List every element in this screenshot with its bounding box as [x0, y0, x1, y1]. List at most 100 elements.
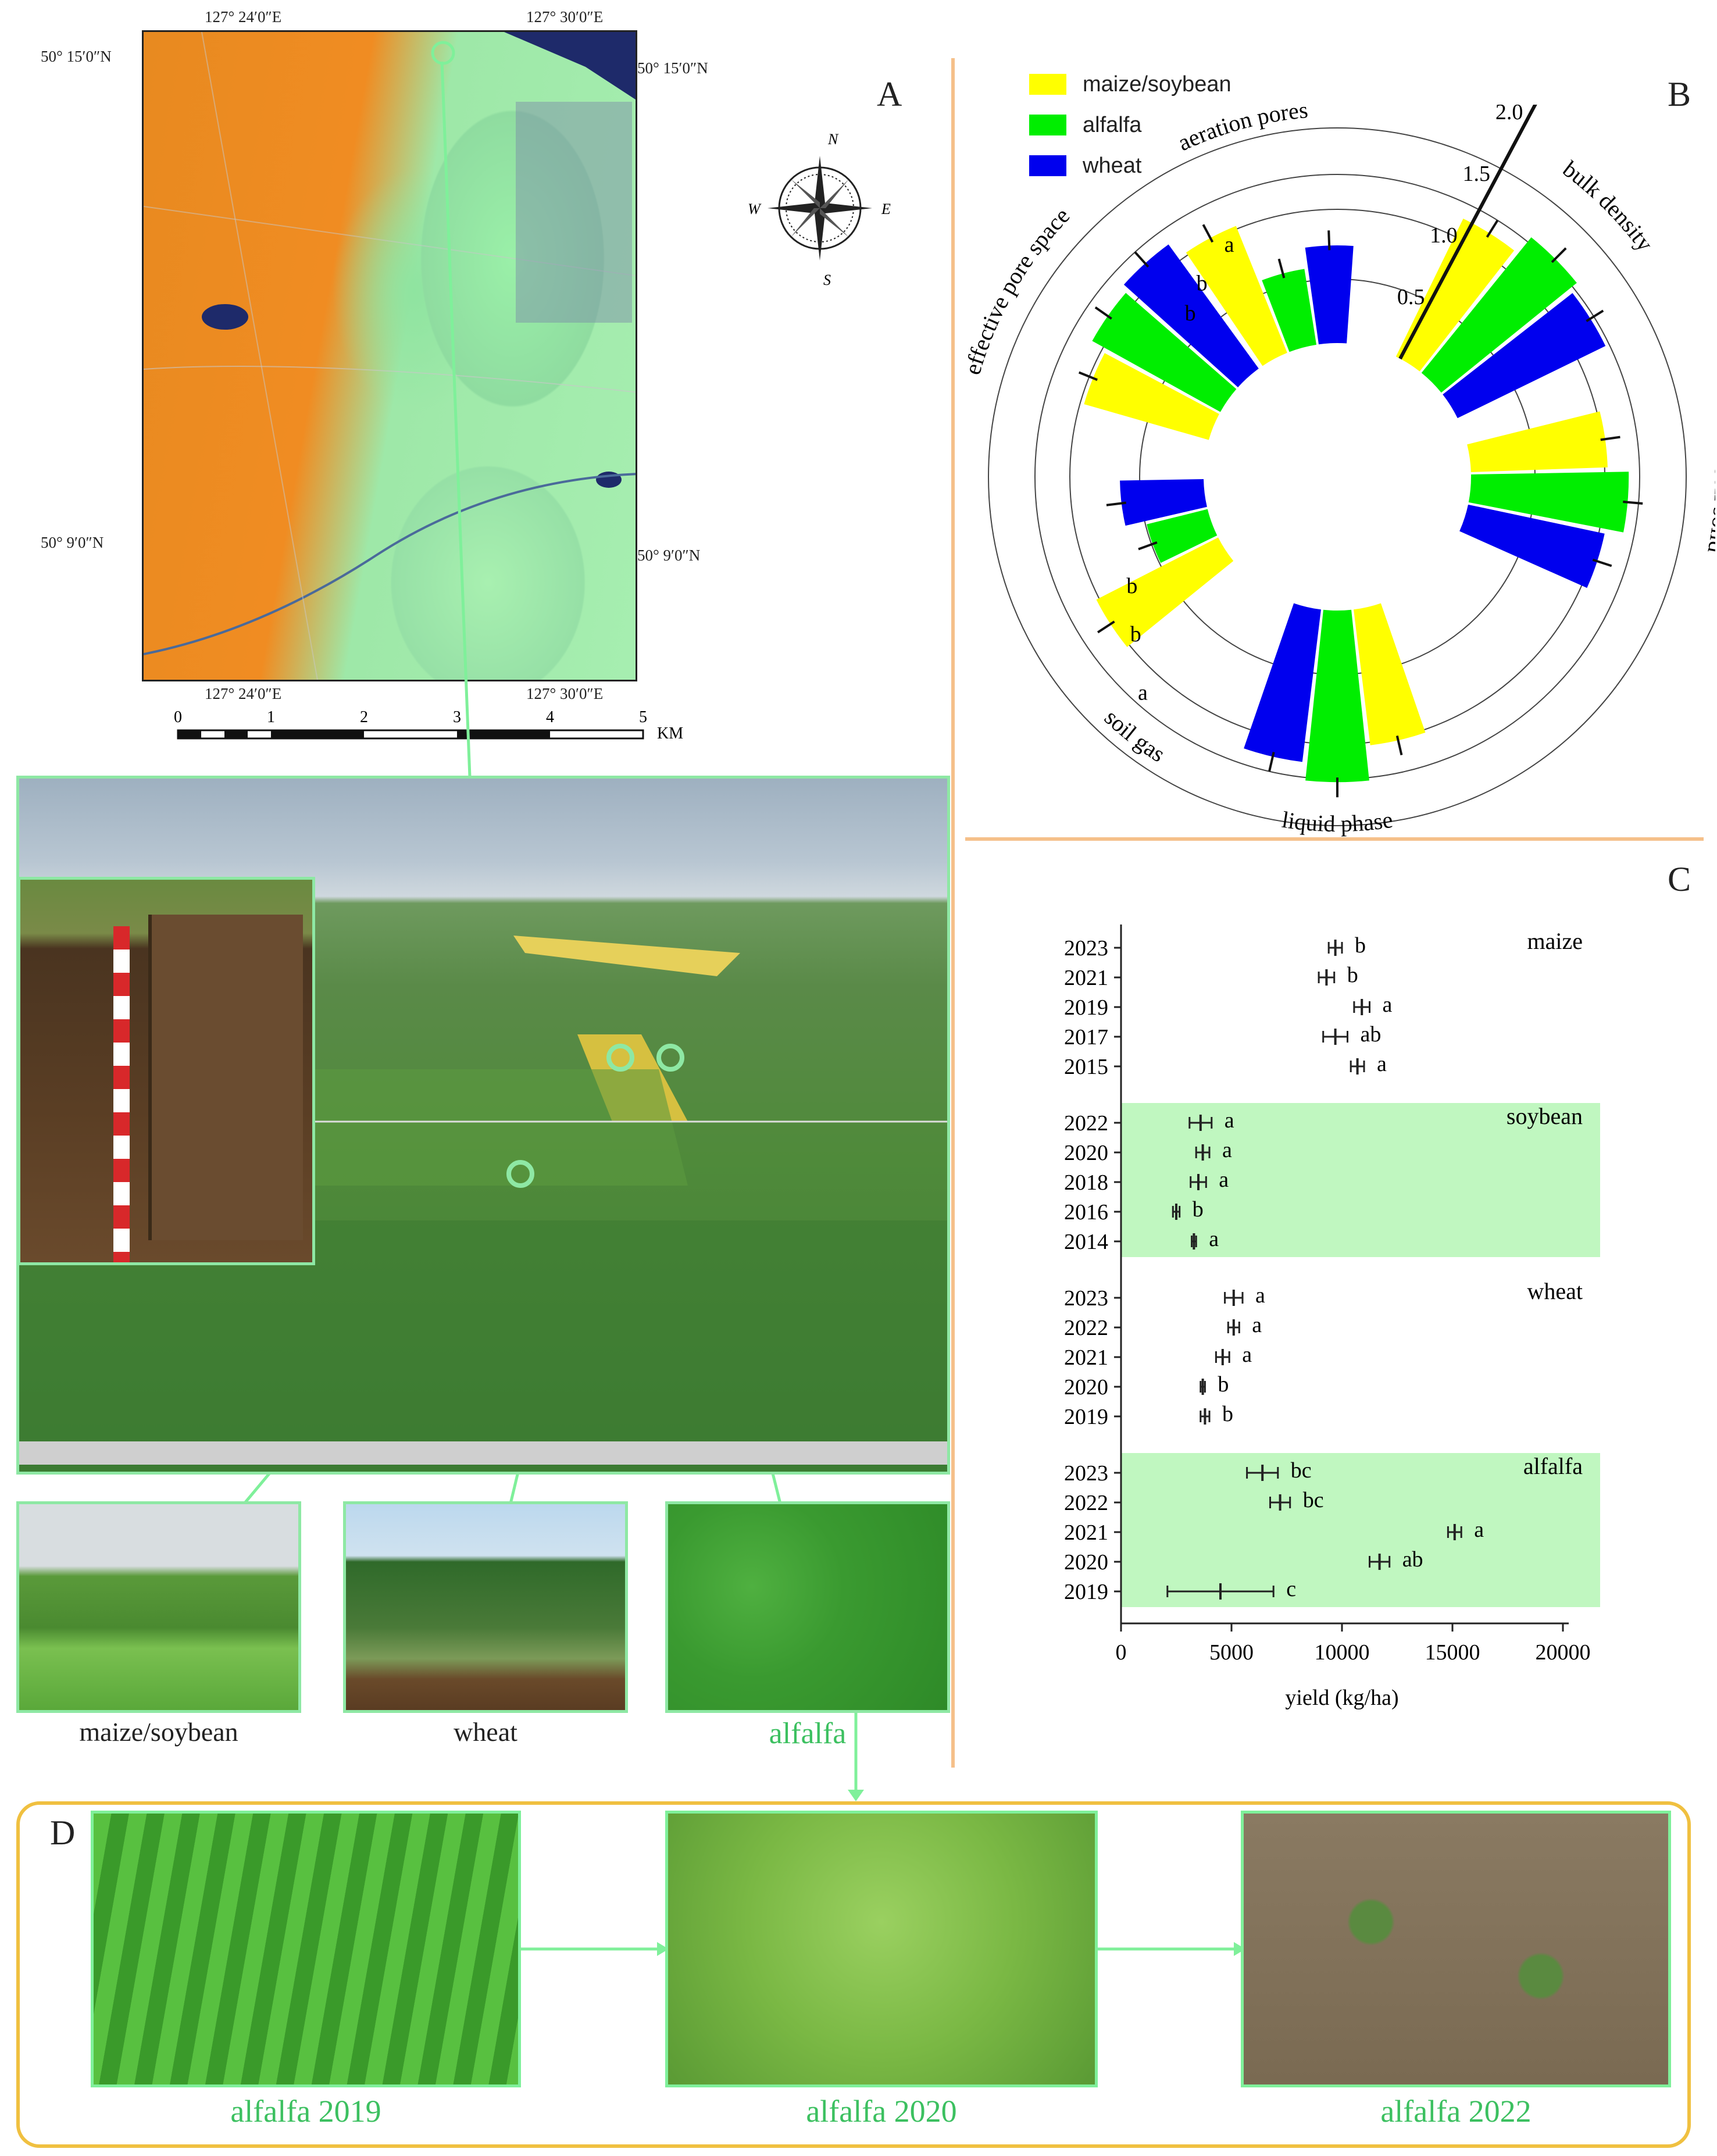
year-label-wheat-0: 2023 [1064, 1286, 1108, 1311]
radial-sig-soil-gas-2: b [1126, 574, 1137, 598]
year-label-soybean-2: 2018 [1064, 1170, 1108, 1195]
map-lat-right-mid: 50° 9′0″N [637, 547, 701, 564]
year-label-alfalfa-0: 2023 [1064, 1461, 1108, 1486]
radial-bar-0-2 [1443, 293, 1606, 419]
year-label-maize-2: 2019 [1064, 995, 1108, 1020]
panel-label-d: D [50, 1814, 76, 1852]
year-label-alfalfa-3: 2020 [1064, 1550, 1108, 1575]
radial-bar-5-0 [1186, 226, 1287, 366]
radial-error-0-1 [1551, 247, 1567, 263]
sig-letter-maize-1: b [1347, 963, 1358, 987]
radial-bar-5-1 [1262, 269, 1317, 352]
alfalfa-2019-caption: alfalfa 2019 [230, 2094, 381, 2129]
x-tick-label-3: 15000 [1425, 1640, 1480, 1665]
year-label-soybean-1: 2020 [1064, 1141, 1108, 1165]
radial-bar-1-2 [1459, 504, 1605, 588]
alfalfa-2020-photo [665, 1811, 1098, 2087]
legend-swatch-alfalfa [1029, 115, 1066, 135]
x-tick-label-0: 0 [1116, 1640, 1127, 1665]
map-lat-left-top: 50° 15′0″N [41, 48, 112, 65]
sig-letter-wheat-1: a [1252, 1313, 1262, 1337]
compass-s: S [823, 272, 831, 288]
compass-n: N [827, 133, 839, 148]
radial-error-2-2 [1268, 752, 1275, 772]
radial-error-4-1 [1094, 306, 1112, 320]
legend-label-alfalfa: alfalfa [1083, 112, 1142, 137]
radial-error-2-0 [1395, 736, 1403, 756]
yield-dot-plot: 0 5000 10000 15000 20000 yield (kg/ha) maize 20… [1064, 924, 1600, 1710]
scale-tick-0: 0 [174, 708, 182, 726]
radial-sig-soil-gas-0: a [1138, 681, 1148, 705]
sig-letter-maize-4: a [1377, 1052, 1387, 1076]
year-label-alfalfa-2: 2021 [1064, 1520, 1108, 1545]
radial-error-1-2 [1592, 558, 1612, 567]
radial-error-3-1 [1138, 541, 1158, 551]
radial-sig-aeration-pores-2: b [1197, 271, 1208, 295]
panel-d-frame [16, 1801, 1691, 2148]
year-label-maize-0: 2023 [1064, 936, 1108, 961]
legend-label-maize: maize/soybean [1083, 72, 1231, 97]
legend-swatch-wheat [1029, 155, 1066, 176]
sig-letter-wheat-3: b [1218, 1372, 1229, 1397]
scale-tick-2: 2 [360, 708, 368, 726]
radial-bar-4-0 [1084, 353, 1219, 440]
alfalfa-2020-caption: alfalfa 2020 [806, 2094, 957, 2129]
radial-bar-2-1 [1305, 609, 1369, 783]
radial-category-5: aeration pores [1174, 105, 1309, 156]
year-label-soybean-4: 2014 [1064, 1230, 1108, 1254]
legend-swatch-maize [1029, 74, 1066, 95]
sig-letter-soybean-4: a [1209, 1227, 1219, 1251]
legend-label-wheat: wheat [1083, 153, 1142, 178]
horizontal-divider [965, 837, 1704, 841]
group-band-alfalfa [1121, 1453, 1600, 1607]
radial-bar-2-2 [1244, 603, 1321, 762]
x-tick-label-2: 10000 [1315, 1640, 1370, 1665]
radial-category-3: soil gas [1100, 704, 1170, 767]
radial-bar-2-0 [1354, 603, 1426, 745]
sig-letter-soybean-2: a [1219, 1168, 1229, 1192]
sig-letter-wheat-0: a [1255, 1283, 1265, 1308]
alfalfa-2022-photo [1241, 1811, 1671, 2087]
satellite-map [142, 30, 637, 681]
compass-rose-icon: N S E W [748, 133, 891, 288]
x-tick-label-4: 20000 [1536, 1640, 1591, 1665]
group-name-wheat: wheat [1527, 1278, 1583, 1304]
year-label-wheat-2: 2021 [1064, 1345, 1108, 1370]
radial-bar-chart: 0.5 1.0 1.5 2.0 bulk density soil solid liquid… [965, 105, 1715, 837]
radial-error-4-0 [1078, 371, 1098, 381]
vertical-divider [951, 58, 955, 1768]
radial-bar-4-2 [1123, 244, 1259, 388]
radial-bar-1-0 [1467, 411, 1608, 472]
maize-soybean-photo [16, 1501, 301, 1713]
radial-bar-0-1 [1421, 237, 1577, 393]
scale-tick-1: 1 [267, 708, 275, 726]
alfalfa-caption: alfalfa [769, 1717, 847, 1750]
radial-error-1-1 [1623, 500, 1643, 505]
compass-w: W [748, 201, 762, 217]
sig-letter-alfalfa-3: ab [1402, 1547, 1423, 1572]
radial-tick-2: 1.5 [1462, 162, 1490, 186]
scale-bar: 0 1 2 3 4 5 KM [174, 708, 683, 743]
map-lat-left-mid: 50° 9′0″N [41, 534, 104, 551]
radial-bar-0-0 [1395, 218, 1515, 372]
radial-category-1: soil solid [1702, 467, 1715, 555]
radial-legend: maize/soybean alfalfa wheat [1029, 64, 1231, 186]
radial-bar-4-1 [1092, 292, 1237, 412]
soil-profile-photo [17, 877, 315, 1265]
radial-axis [1398, 105, 1537, 360]
year-label-wheat-3: 2020 [1064, 1375, 1108, 1400]
radial-sig-aeration-pores-0: a [1225, 233, 1234, 257]
radial-tick-0: 0.5 [1397, 285, 1425, 309]
map-lon-top-right: 127° 30′0″E [526, 8, 604, 26]
sig-letter-alfalfa-1: bc [1303, 1488, 1324, 1512]
maize-soybean-caption: maize/soybean [79, 1717, 238, 1747]
alfalfa-2019-photo [91, 1811, 521, 2087]
map-lon-bottom-right: 127° 30′0″E [526, 685, 604, 702]
sig-letter-alfalfa-2: a [1474, 1518, 1484, 1542]
radial-error-3-0 [1097, 620, 1115, 634]
radial-bar-3-0 [1096, 537, 1234, 647]
radial-error-0-2 [1586, 309, 1604, 322]
year-label-wheat-1: 2022 [1064, 1316, 1108, 1340]
compass-e: E [881, 201, 891, 217]
map-lat-right-top: 50° 15′0″N [637, 59, 708, 77]
